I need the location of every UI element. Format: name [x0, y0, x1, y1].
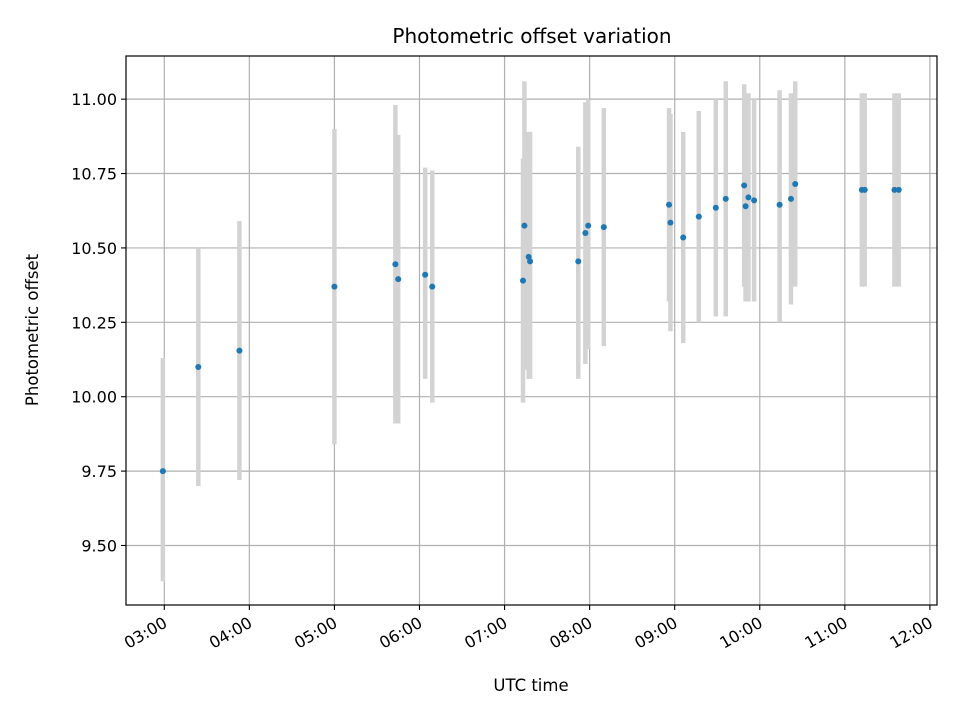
y-tick-label: 9.50 [81, 536, 117, 555]
data-point [895, 186, 902, 193]
x-tick-label: 09:00 [631, 613, 680, 653]
x-tick-label: 11:00 [801, 613, 850, 653]
plot-area-frame [125, 55, 938, 606]
data-point [527, 258, 534, 265]
data-point [422, 271, 429, 278]
data-point [712, 204, 719, 211]
y-tick-label: 10.75 [71, 165, 117, 184]
data-point [741, 182, 748, 189]
data-point [745, 194, 752, 201]
y-axis-title: Photometric offset [23, 253, 42, 406]
data-point [519, 277, 526, 284]
data-points [159, 180, 902, 475]
data-point [236, 347, 243, 354]
x-tick-label: 06:00 [376, 613, 425, 653]
chart-title: Photometric offset variation [392, 24, 671, 48]
data-point [585, 222, 592, 229]
data-point [742, 203, 749, 210]
axis-ticks: 03:00 04:00 05:00 06:00 07:00 08:00 09:00 10:00… [71, 90, 936, 652]
data-point [722, 195, 729, 202]
y-tick-label: 11.00 [71, 90, 117, 109]
data-point [582, 230, 589, 237]
x-tick-label: 07:00 [461, 613, 510, 653]
error-bars [160, 81, 901, 582]
data-point [695, 213, 702, 220]
x-tick-label: 03:00 [121, 613, 170, 653]
x-tick-label: 12:00 [886, 613, 935, 653]
y-tick-label: 10.00 [71, 388, 117, 407]
data-point [392, 261, 399, 268]
y-tick-label: 10.50 [71, 239, 117, 258]
x-tick-label: 04:00 [206, 613, 255, 653]
data-point [600, 224, 607, 231]
data-point [429, 283, 436, 290]
data-point [776, 201, 783, 208]
data-point [792, 180, 799, 187]
data-point [751, 197, 758, 204]
data-point [680, 234, 687, 241]
data-point [666, 201, 673, 208]
data-point [667, 219, 674, 226]
x-tick-label: 10:00 [716, 613, 765, 653]
data-point [891, 186, 898, 193]
data-point [159, 468, 166, 475]
data-point [395, 276, 402, 283]
data-point [575, 258, 582, 265]
x-tick-label: 05:00 [291, 613, 340, 653]
x-axis-title: UTC time [493, 676, 568, 695]
data-point [331, 283, 338, 290]
data-point [195, 363, 202, 370]
data-point [787, 195, 794, 202]
data-point [861, 186, 868, 193]
data-point [521, 222, 528, 229]
y-tick-label: 10.25 [71, 313, 117, 332]
x-tick-label: 08:00 [546, 613, 595, 653]
y-tick-label: 9.75 [81, 462, 117, 481]
